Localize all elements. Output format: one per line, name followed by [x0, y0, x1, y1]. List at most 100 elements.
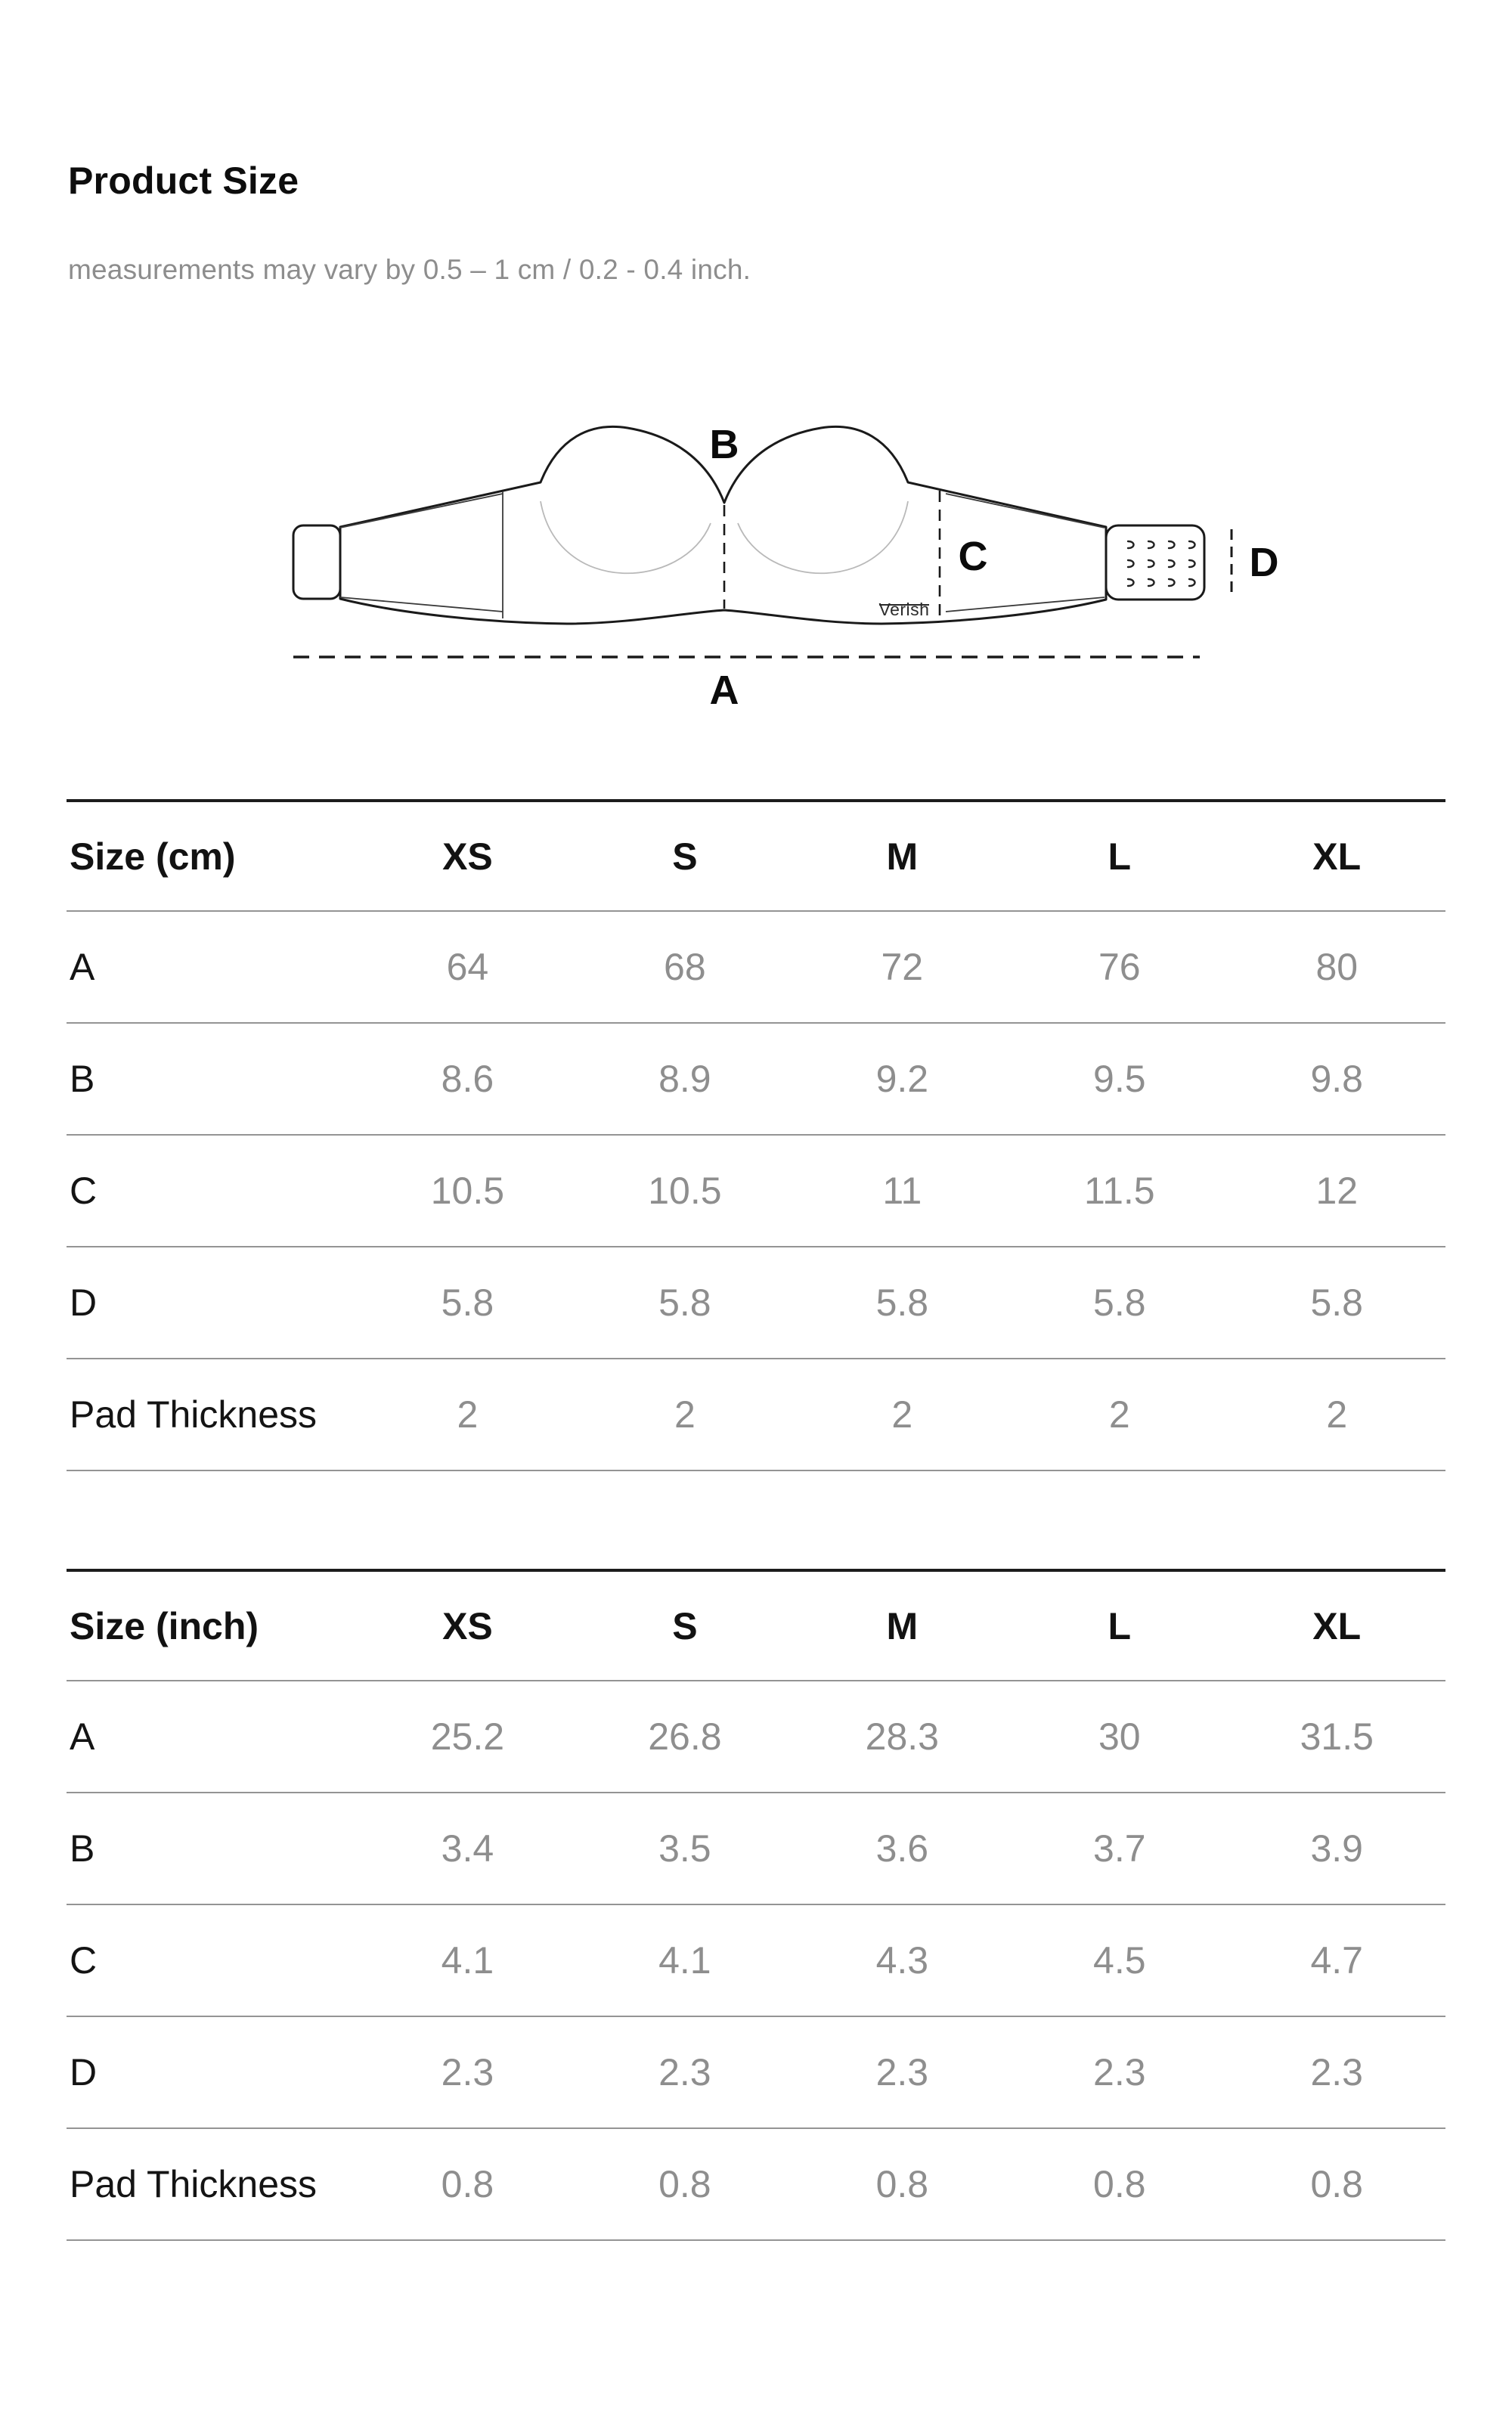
size-value: 80 — [1228, 911, 1445, 1024]
size-value: 9.2 — [793, 1023, 1012, 1136]
size-table: Size (cm) XS S M L XL A 64 68 72 76 80 B 8.6 8.9 9.2 9.5… — [67, 799, 1445, 1471]
table-title: Size (cm) — [67, 801, 359, 912]
table-row: D 5.8 5.8 5.8 5.8 5.8 — [67, 1247, 1445, 1359]
size-value: 3.7 — [1011, 1793, 1228, 1905]
row-label: B — [67, 1793, 359, 1905]
row-label: D — [67, 2016, 359, 2129]
hook-icon — [1126, 540, 1135, 550]
size-value: 2.3 — [1228, 2016, 1445, 2129]
size-value: 2.3 — [1011, 2016, 1228, 2129]
size-value: 3.6 — [793, 1793, 1012, 1905]
hook-icon — [1188, 540, 1196, 550]
size-value: 4.3 — [793, 1904, 1012, 2017]
size-value: 31.5 — [1228, 1681, 1445, 1793]
size-table: Size (inch) XS S M L XL A 25.2 26.8 28.3 30 31.5 B 3.… — [67, 1569, 1445, 2241]
measurement-label-c: C — [959, 534, 988, 579]
size-col-header: XS — [358, 1570, 577, 1681]
table-row: C 10.5 10.5 11 11.5 12 — [67, 1135, 1445, 1247]
size-value: 2 — [793, 1359, 1012, 1471]
size-value: 28.3 — [793, 1681, 1012, 1793]
size-value: 0.8 — [1228, 2128, 1445, 2241]
row-label: Pad Thickness — [67, 2128, 359, 2241]
hook-icon — [1147, 540, 1155, 550]
row-label: B — [67, 1023, 359, 1136]
row-label: A — [67, 911, 359, 1024]
page-subtitle: measurements may vary by 0.5 – 1 cm / 0.… — [68, 254, 751, 285]
size-col-header: S — [576, 1570, 794, 1681]
size-col-header: L — [1011, 801, 1228, 912]
size-table-inch: Size (inch) XS S M L XL A 25.2 26.8 28.3 30 31.5 B 3.… — [67, 1569, 1445, 2241]
row-label: C — [67, 1135, 359, 1247]
measurement-label-d: D — [1250, 540, 1279, 585]
hook-icon — [1126, 559, 1135, 569]
measurement-label-a: A — [710, 668, 739, 713]
size-value: 2.3 — [576, 2016, 794, 2129]
left-cup-curve — [540, 500, 711, 575]
hook-icon — [1147, 559, 1155, 569]
size-value: 2 — [576, 1359, 794, 1471]
size-value: 8.9 — [576, 1023, 794, 1136]
size-value: 2.3 — [358, 2016, 577, 2129]
size-value: 11 — [793, 1135, 1012, 1247]
left-tab — [292, 524, 342, 600]
size-value: 10.5 — [576, 1135, 794, 1247]
table-row: A 64 68 72 76 80 — [67, 911, 1445, 1024]
hook-icon — [1167, 559, 1176, 569]
size-value: 25.2 — [358, 1681, 577, 1793]
size-diagram: B C D A Verish — [280, 399, 1338, 717]
bra-diagram-svg: B C D A Verish — [292, 422, 1279, 713]
right-wing-bottom-seam — [945, 597, 1105, 612]
size-value: 4.7 — [1228, 1904, 1445, 2017]
size-value: 8.6 — [358, 1023, 577, 1136]
size-table-cm: Size (cm) XS S M L XL A 64 68 72 76 80 B 8.6 8.9 9.2 9.5… — [67, 799, 1445, 1471]
table-row: Pad Thickness 2 2 2 2 2 — [67, 1359, 1445, 1471]
brand-logo: Verish — [879, 600, 930, 619]
size-value: 68 — [576, 911, 794, 1024]
size-value: 4.1 — [358, 1904, 577, 2017]
row-label: D — [67, 1247, 359, 1359]
size-value: 0.8 — [793, 2128, 1012, 2241]
table-row: B 8.6 8.9 9.2 9.5 9.8 — [67, 1023, 1445, 1136]
size-value: 9.5 — [1011, 1023, 1228, 1136]
table-row: C 4.1 4.1 4.3 4.5 4.7 — [67, 1904, 1445, 2017]
table-row: Pad Thickness 0.8 0.8 0.8 0.8 0.8 — [67, 2128, 1445, 2241]
size-value: 5.8 — [1228, 1247, 1445, 1359]
row-label: Pad Thickness — [67, 1359, 359, 1471]
size-value: 76 — [1011, 911, 1228, 1024]
left-wing-bottom-seam — [339, 597, 503, 612]
bra-outline — [339, 425, 1108, 625]
size-value: 9.8 — [1228, 1023, 1445, 1136]
table-row: A 25.2 26.8 28.3 30 31.5 — [67, 1681, 1445, 1793]
size-value: 72 — [793, 911, 1012, 1024]
hook-icon — [1188, 559, 1196, 569]
size-value: 5.8 — [358, 1247, 577, 1359]
right-cup-curve — [737, 500, 909, 575]
size-value: 0.8 — [358, 2128, 577, 2241]
size-value: 64 — [358, 911, 577, 1024]
size-col-header: L — [1011, 1570, 1228, 1681]
size-value: 4.1 — [576, 1904, 794, 2017]
size-value: 3.5 — [576, 1793, 794, 1905]
hook-icon — [1126, 578, 1135, 587]
size-value: 2 — [1228, 1359, 1445, 1471]
page-title: Product Size — [68, 160, 299, 202]
hook-icon — [1188, 578, 1196, 587]
size-value: 10.5 — [358, 1135, 577, 1247]
size-value: 5.8 — [1011, 1247, 1228, 1359]
header-row: Size (inch) XS S M L XL — [67, 1570, 1445, 1681]
hook-icon — [1167, 578, 1176, 587]
size-value: 3.4 — [358, 1793, 577, 1905]
size-col-header: M — [793, 1570, 1012, 1681]
table-title: Size (inch) — [67, 1570, 359, 1681]
hook-eye-icons — [1126, 540, 1196, 587]
size-value: 4.5 — [1011, 1904, 1228, 2017]
size-value: 26.8 — [576, 1681, 794, 1793]
hook-icon — [1167, 540, 1176, 550]
hook-panel — [1105, 524, 1206, 601]
measurement-label-b: B — [710, 422, 739, 467]
row-label: C — [67, 1904, 359, 2017]
size-value: 5.8 — [793, 1247, 1012, 1359]
size-value: 11.5 — [1011, 1135, 1228, 1247]
size-value: 2.3 — [793, 2016, 1012, 2129]
size-value: 2 — [358, 1359, 577, 1471]
